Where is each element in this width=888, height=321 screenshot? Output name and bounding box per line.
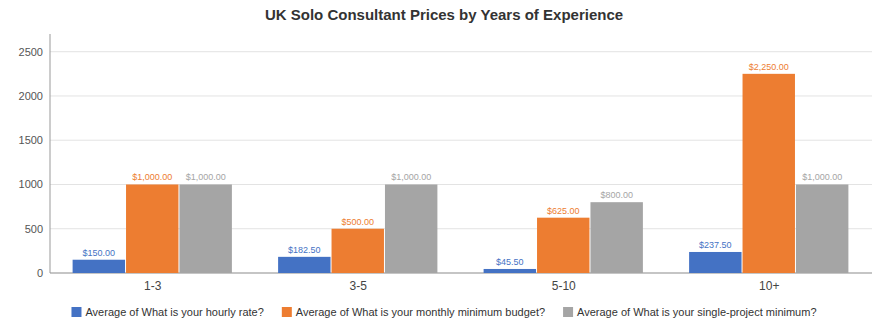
y-tick-label: 0: [37, 267, 43, 279]
bar: [743, 74, 795, 273]
bar: [332, 229, 384, 273]
y-axis: 0 500 1000 1500 2000 2500: [19, 34, 872, 279]
data-label: $237.50: [699, 240, 732, 250]
x-tick-label: 1-3: [144, 279, 162, 293]
bar: [126, 184, 178, 273]
bar: [590, 202, 642, 273]
data-labels: $150.00 $182.50 $45.50 $237.50 $1,000.00 $500…: [83, 62, 843, 267]
y-tick-label: 2000: [19, 90, 43, 102]
legend-label: Average of What is your monthly minimum …: [296, 306, 545, 318]
x-tick-label: 10+: [759, 279, 779, 293]
data-label: $45.50: [496, 257, 524, 267]
data-label: $625.00: [547, 206, 580, 216]
bar: [537, 218, 589, 273]
grid-line: [50, 51, 872, 52]
legend-label: Average of What is your single-project m…: [577, 306, 816, 318]
data-label: $500.00: [341, 217, 374, 227]
data-label: $1,000.00: [802, 172, 842, 182]
data-label: $1,000.00: [391, 172, 431, 182]
bars: [73, 74, 849, 273]
y-tick-label: 500: [25, 223, 43, 235]
data-label: $1,000.00: [132, 172, 172, 182]
legend-item: Average of What is your hourly rate?: [71, 306, 263, 318]
bar: [179, 184, 231, 273]
bar: [689, 252, 741, 273]
data-label: $800.00: [600, 190, 633, 200]
bar: [484, 269, 536, 273]
y-tick-label: 1500: [19, 134, 43, 146]
legend-swatch: [282, 307, 292, 317]
legend-swatch: [71, 307, 81, 317]
bar: [796, 184, 848, 273]
bar: [278, 257, 330, 273]
data-label: $150.00: [83, 248, 116, 258]
y-axis-line: [50, 34, 51, 273]
legend: Average of What is your hourly rate? Aver…: [71, 306, 816, 318]
legend-swatch: [563, 307, 573, 317]
chart: UK Solo Consultant Prices by Years of Ex…: [0, 0, 888, 321]
y-tick-label: 1000: [19, 178, 43, 190]
legend-label: Average of What is your hourly rate?: [85, 306, 263, 318]
legend-item: Average of What is your monthly minimum …: [282, 306, 545, 318]
bar: [73, 260, 125, 273]
bar: [385, 184, 437, 273]
data-label: $1,000.00: [186, 172, 226, 182]
legend-item: Average of What is your single-project m…: [563, 306, 816, 318]
data-label: $2,250.00: [749, 62, 789, 72]
x-axis: 1-3 3-5 5-10 10+: [144, 279, 779, 293]
title: UK Solo Consultant Prices by Years of Ex…: [265, 6, 623, 23]
x-tick-label: 5-10: [552, 279, 576, 293]
x-tick-label: 3-5: [350, 279, 368, 293]
y-tick-label: 2500: [19, 46, 43, 58]
data-label: $182.50: [288, 245, 321, 255]
